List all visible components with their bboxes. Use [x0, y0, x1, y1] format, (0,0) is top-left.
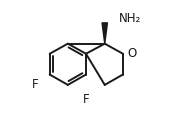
Text: NH₂: NH₂	[119, 12, 141, 25]
Text: F: F	[32, 78, 38, 91]
Text: O: O	[127, 47, 136, 60]
Text: F: F	[83, 93, 89, 106]
Polygon shape	[102, 23, 107, 44]
